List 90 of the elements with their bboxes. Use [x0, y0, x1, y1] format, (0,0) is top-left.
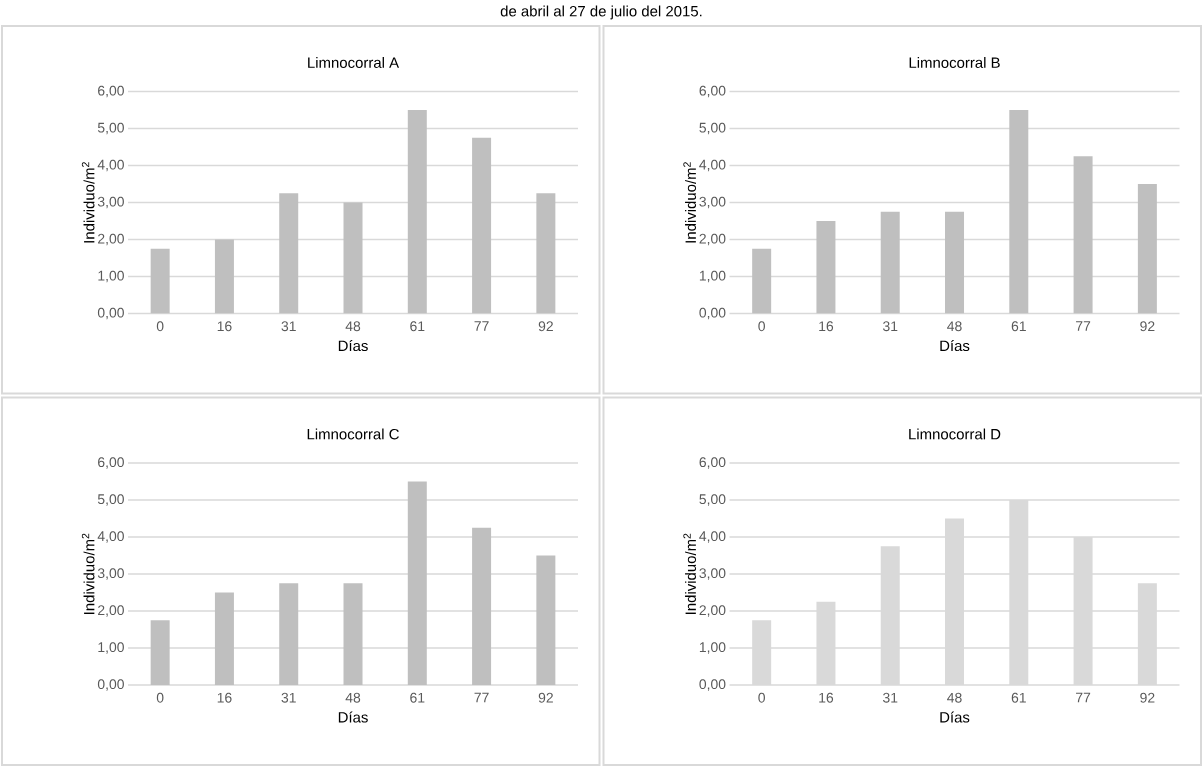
y-tick-label: 1,00 — [98, 642, 124, 654]
bar — [536, 193, 556, 314]
bar — [816, 220, 836, 314]
y-tick-label: 5,00 — [699, 494, 726, 506]
x-tick-label: 48 — [947, 321, 962, 332]
bar — [279, 193, 299, 314]
x-tick-label: 92 — [538, 321, 553, 332]
y-tick-label: 2,00 — [98, 605, 124, 617]
x-tick-label: 16 — [819, 692, 834, 703]
y-tick-label: 5,00 — [97, 122, 124, 135]
x-axis-title: Días — [338, 339, 368, 352]
x-tick-label: 48 — [345, 692, 361, 703]
bar — [945, 211, 965, 314]
bar — [343, 202, 363, 314]
y-tick-label: 0,00 — [699, 307, 726, 320]
y-tick-label: 4,00 — [97, 531, 124, 543]
y-axis-title: Individuo/m$^{2}$ — [81, 162, 95, 243]
y-tick-label: 3,00 — [97, 568, 124, 580]
y-tick-label: 2,00 — [98, 233, 124, 246]
y-tick-label: 5,00 — [97, 494, 124, 506]
x-tick-label: 31 — [281, 692, 296, 703]
x-tick-label: 0 — [156, 321, 164, 332]
x-tick-label: 48 — [947, 692, 962, 703]
y-tick-label: 6,00 — [98, 85, 124, 98]
y-axis-title: Individuo/m$^{2}$ — [81, 533, 95, 614]
bar — [407, 109, 427, 314]
bar — [279, 583, 299, 685]
x-tick-label: 31 — [883, 692, 898, 703]
chart-title: Limnocorral D — [909, 428, 1001, 440]
x-axis-title: Días — [940, 339, 970, 352]
x-tick-label: 31 — [883, 321, 898, 332]
bar — [1073, 156, 1093, 314]
x-tick-label: 48 — [345, 321, 361, 332]
y-tick-label: 1,00 — [98, 270, 124, 283]
y-tick-label: 5,00 — [699, 122, 726, 135]
x-tick-label: 92 — [1140, 321, 1155, 332]
y-tick-label: 6,00 — [699, 85, 726, 98]
bar — [472, 137, 492, 314]
bar — [343, 583, 363, 685]
y-tick-label: 4,00 — [699, 159, 726, 172]
bar — [752, 248, 772, 314]
x-tick-label: 77 — [1076, 321, 1091, 331]
x-tick-label: 0 — [156, 692, 164, 703]
y-tick-label: 3,00 — [699, 568, 726, 580]
chart-title: Limnocorral B — [909, 57, 1000, 68]
y-tick-label: 4,00 — [97, 159, 124, 172]
x-tick-label: 0 — [758, 321, 765, 332]
bar — [472, 527, 492, 685]
y-tick-label: 2,00 — [699, 233, 726, 246]
x-tick-label: 16 — [819, 321, 834, 332]
x-tick-label: 77 — [474, 321, 489, 331]
x-tick-label: 61 — [1011, 692, 1026, 703]
x-tick-label: 77 — [1076, 692, 1091, 703]
y-tick-label: 1,00 — [699, 642, 726, 654]
text: de abril al 27 de julio del 2015. — [500, 5, 702, 20]
y-tick-label: 3,00 — [97, 196, 124, 209]
bar — [536, 555, 556, 685]
bar — [1009, 109, 1029, 314]
bar — [150, 620, 170, 685]
y-tick-label: 0,00 — [97, 307, 124, 320]
x-tick-label: 61 — [1011, 321, 1026, 332]
x-tick-label: 16 — [217, 692, 232, 703]
y-tick-label: 3,00 — [699, 196, 726, 209]
bar — [880, 211, 900, 314]
x-tick-label: 92 — [538, 692, 553, 703]
y-tick-label: 0,00 — [699, 679, 726, 691]
x-tick-label: 31 — [281, 321, 296, 332]
y-tick-label: 4,00 — [699, 531, 726, 543]
bar — [214, 239, 234, 314]
y-tick-label: 6,00 — [98, 457, 124, 469]
x-tick-label: 0 — [758, 692, 765, 703]
bar — [1137, 183, 1157, 314]
y-axis-title: Individuo/m$^{2}$ — [683, 162, 696, 243]
x-tick-label: 61 — [410, 692, 425, 703]
bar — [407, 481, 427, 685]
y-tick-label: 6,00 — [699, 457, 726, 469]
y-tick-label: 1,00 — [699, 270, 726, 283]
x-tick-label: 16 — [217, 321, 232, 332]
chart-title: Limnocorral A — [308, 57, 400, 68]
bar — [214, 592, 234, 685]
x-tick-label: 77 — [474, 692, 489, 703]
bar — [150, 248, 170, 314]
y-tick-label: 2,00 — [699, 605, 726, 617]
x-tick-label: 61 — [410, 321, 425, 332]
x-axis-title: Días — [940, 711, 970, 723]
x-axis-title: Días — [338, 711, 368, 723]
chart-title: Limnocorral C — [307, 428, 399, 440]
x-tick-label: 92 — [1140, 692, 1155, 703]
y-axis-title: Individuo/m$^{2}$ — [683, 533, 696, 614]
y-tick-label: 0,00 — [97, 679, 124, 691]
